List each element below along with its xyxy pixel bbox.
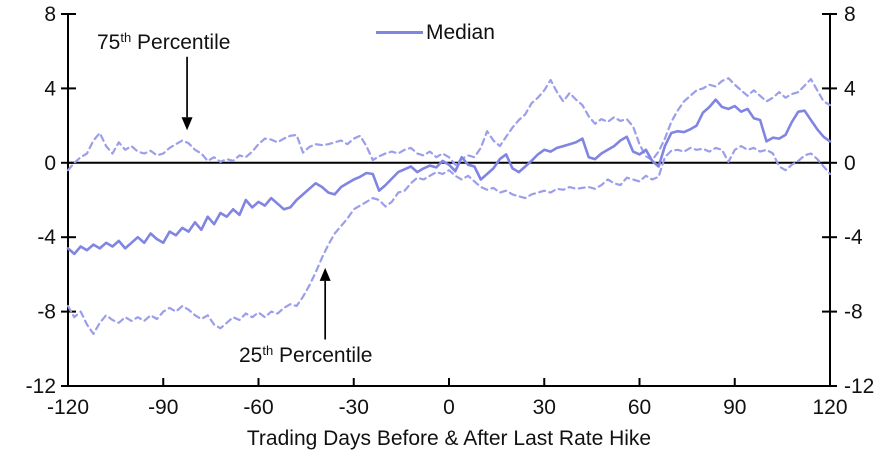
25th-percentile-line [66, 145, 832, 335]
annotation-75th-percentile: 75th Percentile [97, 30, 231, 54]
y-axis-tick-label-right: -12 [844, 375, 874, 398]
x-axis-tick-label: 120 [812, 396, 847, 419]
x-axis-tick-label: -120 [47, 396, 89, 419]
x-axis-tick-label: -60 [243, 396, 273, 419]
annotation-75-text: Percentile [131, 31, 231, 54]
x-axis-tick-label: 30 [533, 396, 556, 419]
annotation-arrowhead [319, 267, 331, 281]
y-axis-tick-label-left: 4 [44, 77, 56, 100]
y-axis-tick-label-right: 0 [844, 152, 856, 175]
annotation-25th-percentile: 25th Percentile [239, 343, 373, 367]
x-axis-tick-label: 90 [723, 396, 746, 419]
annotation-25-number: 25 [239, 344, 263, 367]
annotation-25-text: Percentile [273, 344, 373, 367]
legend-label-median: Median [426, 21, 495, 44]
y-axis-tick-label-left: 0 [44, 152, 56, 175]
x-axis-tick-label: 0 [443, 396, 455, 419]
y-axis-tick-label-left: -12 [26, 375, 56, 398]
75th-percentile-line [66, 77, 832, 172]
y-axis-tick-label-right: 8 [844, 3, 856, 26]
y-axis-tick-label-left: -4 [37, 226, 56, 249]
x-axis-tick-label: -90 [148, 396, 178, 419]
legend: Median [376, 21, 495, 44]
y-axis-tick-label-right: -8 [844, 301, 863, 324]
y-axis-tick-label-left: -8 [37, 301, 56, 324]
x-axis-tick-label: 60 [628, 396, 651, 419]
y-axis-tick-label-left: 8 [44, 3, 56, 26]
annotation-75-number: 75 [97, 31, 121, 54]
x-axis-tick-label: -30 [339, 396, 369, 419]
median-line [66, 98, 832, 256]
y-axis-tick-label-right: 4 [844, 77, 856, 100]
annotation-75-superscript: th [120, 30, 132, 45]
y-axis-tick-label-right: -4 [844, 226, 863, 249]
annotation-25-superscript: th [262, 343, 274, 358]
median-legend-line-swatch [376, 31, 423, 35]
x-axis-title: Trading Days Before & After Last Rate Hi… [247, 427, 651, 450]
annotation-arrowhead [181, 117, 193, 131]
